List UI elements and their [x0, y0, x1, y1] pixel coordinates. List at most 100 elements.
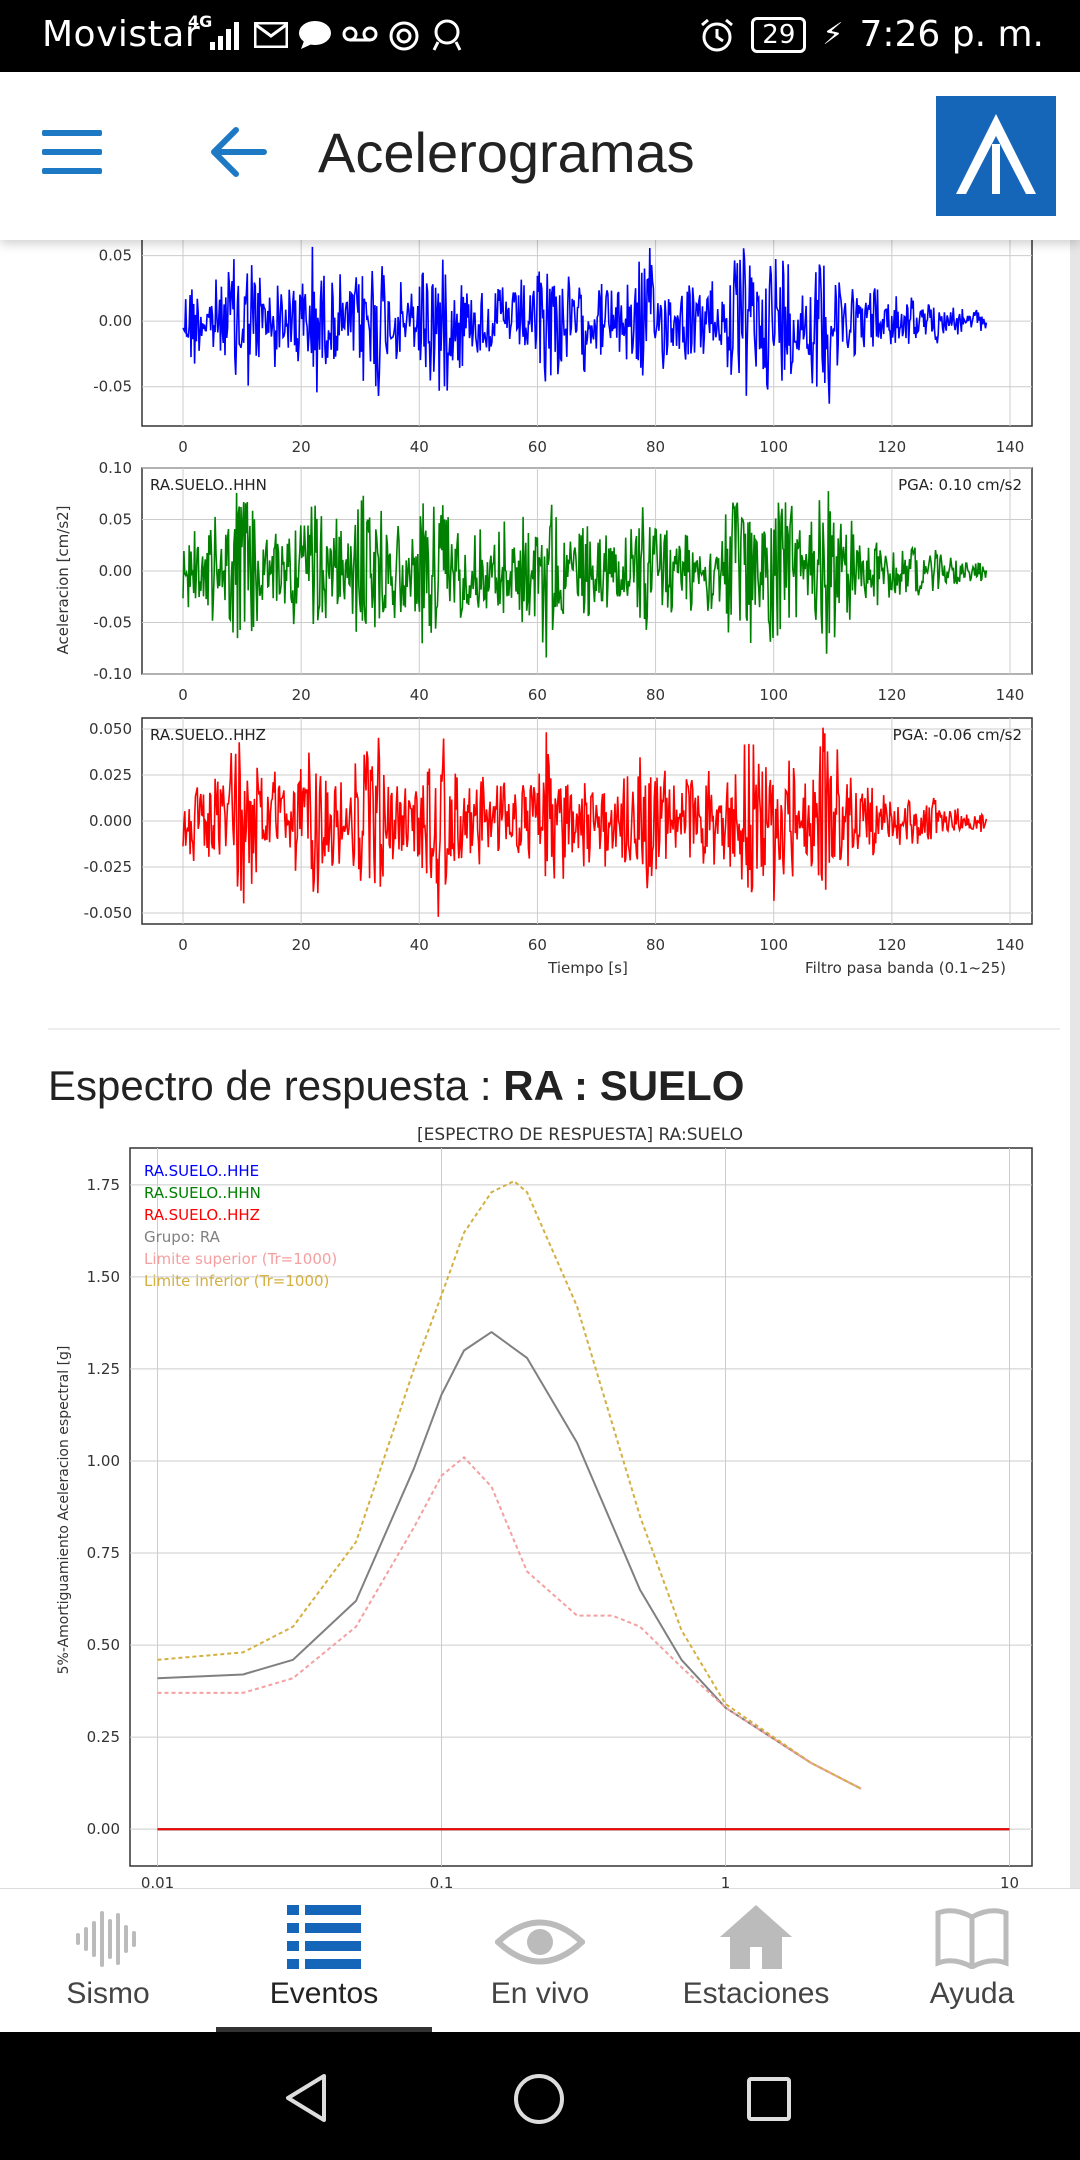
x-tick-label: 20 — [292, 438, 311, 456]
x-tick-label: 40 — [410, 936, 429, 954]
status-bar: Movistar 4G 29 ⚡ 7:26 p. m. — [0, 0, 1080, 72]
menu-icon[interactable] — [42, 130, 102, 174]
y-tick-label: -0.05 — [93, 614, 132, 632]
clock: 7:26 p. m. — [859, 14, 1044, 55]
system-navigation-bar — [0, 2032, 1080, 2160]
x-tick-label: 80 — [646, 936, 665, 954]
home-icon — [720, 1905, 792, 1969]
y-tick-label: 0.00 — [87, 1820, 120, 1838]
spectrum-series-line — [157, 1456, 862, 1790]
list-icon — [287, 1905, 361, 1969]
legend-entry: Limite inferior (Tr=1000) — [144, 1272, 329, 1290]
x-tick-label: 1 — [721, 1874, 731, 1888]
message-icon — [299, 21, 331, 49]
x-tick-label: 0.01 — [141, 1874, 174, 1888]
acceleration-trace — [182, 491, 988, 658]
x-tick-label: 80 — [646, 686, 665, 704]
spectrum-frame — [129, 1147, 1033, 1867]
nav-item-en-vivo[interactable]: En vivo — [432, 1889, 648, 2033]
y-tick-label: -0.025 — [84, 858, 132, 876]
at-icon — [389, 21, 419, 51]
charging-icon: ⚡ — [822, 17, 844, 52]
home-nav-icon[interactable] — [512, 2072, 566, 2126]
nav-label-sismo: Sismo — [66, 1977, 150, 2010]
y-tick-label: -0.050 — [84, 904, 132, 922]
y-tick-label: 0.050 — [89, 720, 132, 738]
x-tick-label: 120 — [878, 936, 907, 954]
mail-icon — [254, 22, 288, 48]
eye-icon — [495, 1919, 585, 1965]
app-notification-icon — [432, 19, 462, 51]
x-tick-label: 100 — [759, 438, 788, 456]
nav-item-eventos[interactable]: Eventos — [216, 1889, 432, 2033]
x-tick-label: 120 — [878, 686, 907, 704]
y-tick-label: 1.00 — [87, 1452, 120, 1470]
y-tick-label: -0.10 — [93, 665, 132, 683]
x-tick-label: 140 — [996, 936, 1025, 954]
active-tab-indicator — [216, 2027, 432, 2033]
y-tick-label: 1.25 — [87, 1360, 120, 1378]
nav-item-sismo[interactable]: Sismo — [0, 1889, 216, 2033]
voicemail-icon — [342, 26, 378, 42]
x-tick-label: 100 — [759, 936, 788, 954]
x-tick-label: 40 — [410, 438, 429, 456]
accel-y-axis-label: Aceleracion [cm/s2] — [54, 505, 72, 654]
y-tick-label: 0.25 — [87, 1728, 120, 1746]
status-right: 29 ⚡ 7:26 p. m. — [699, 14, 1044, 55]
trace-pga-label: PGA: 0.10 cm/s2 — [898, 476, 1022, 494]
network-type: 4G — [188, 12, 213, 31]
x-tick-label: 0 — [178, 936, 188, 954]
x-tick-label: 20 — [292, 936, 311, 954]
back-arrow-icon[interactable] — [208, 124, 268, 180]
x-tick-label: 60 — [528, 686, 547, 704]
y-tick-label: 0.05 — [99, 511, 132, 529]
response-spectrum-chart: 0.01 0.1 1 10 0.00 0.25 0.50 0.75 1.00 1.25 1.50 1.… — [56, 1125, 1033, 1888]
y-tick-label: 0.10 — [99, 459, 132, 477]
filter-note: Filtro pasa banda (0.1~25) — [805, 959, 1006, 977]
nav-item-estaciones[interactable]: Estaciones — [648, 1889, 864, 2033]
nav-item-ayuda[interactable]: Ayuda — [864, 1889, 1080, 2033]
trace-channel-label: RA.SUELO..HHZ — [150, 726, 266, 744]
y-tick-label: 0.000 — [89, 812, 132, 830]
nav-label-estaciones: Estaciones — [682, 1977, 830, 2010]
x-tick-label: 0 — [178, 438, 188, 456]
spectrum-title-station: RA : SUELO — [503, 1062, 745, 1109]
x-tick-label: 60 — [528, 438, 547, 456]
waveform-icon — [76, 1911, 136, 1967]
legend-entry: RA.SUELO..HHN — [144, 1184, 261, 1202]
y-tick-label: 0.025 — [89, 766, 132, 784]
alarm-icon — [701, 18, 734, 51]
x-tick-label: 40 — [410, 686, 429, 704]
y-tick-label: 1.75 — [87, 1176, 120, 1194]
nav-label-eventos: Eventos — [269, 1977, 379, 2010]
spectrum-title-prefix: Espectro de respuesta : — [48, 1062, 504, 1109]
carrier-name: Movistar — [42, 14, 201, 55]
y-tick-label: 0.75 — [87, 1544, 120, 1562]
y-tick-label: -0.05 — [93, 378, 132, 396]
spectrum-y-axis-label: 5%-Amortiguamiento Aceleracion espectral… — [56, 1346, 72, 1675]
x-tick-label: 80 — [646, 438, 665, 456]
x-tick-label: 60 — [528, 936, 547, 954]
x-tick-label: 140 — [996, 686, 1025, 704]
y-tick-label: 0.00 — [99, 562, 132, 580]
y-tick-label: 0.05 — [99, 247, 132, 265]
back-nav-icon[interactable] — [282, 2072, 330, 2124]
legend-entry: Limite superior (Tr=1000) — [144, 1250, 337, 1268]
trace-channel-label: RA.SUELO..HHN — [150, 476, 267, 494]
section-divider — [48, 1028, 1060, 1030]
x-tick-label: 0 — [178, 686, 188, 704]
spectrum-series-line — [157, 1331, 862, 1790]
app-bar: Acelerogramas — [0, 72, 1080, 240]
y-tick-label: 0.50 — [87, 1636, 120, 1654]
scrollbar[interactable] — [1070, 240, 1080, 1888]
plot-area: 0 20 40 60 80 100 120 140 0.05 0.00 -0.05 0 20 40 60 80… — [0, 240, 1080, 1888]
page-title: Acelerogramas — [318, 121, 695, 184]
x-tick-label: 140 — [996, 438, 1025, 456]
app-logo — [936, 96, 1056, 216]
signal-icon — [210, 22, 239, 50]
x-tick-label: 20 — [292, 686, 311, 704]
content-scroll[interactable]: 0 20 40 60 80 100 120 140 0.05 0.00 -0.05 0 20 40 60 80… — [0, 240, 1080, 1888]
accel-x-axis-label: Tiempo [s] — [547, 959, 628, 977]
recents-nav-icon[interactable] — [746, 2076, 792, 2122]
spectrum-section-title: Espectro de respuesta : RA : SUELO — [48, 1062, 744, 1110]
